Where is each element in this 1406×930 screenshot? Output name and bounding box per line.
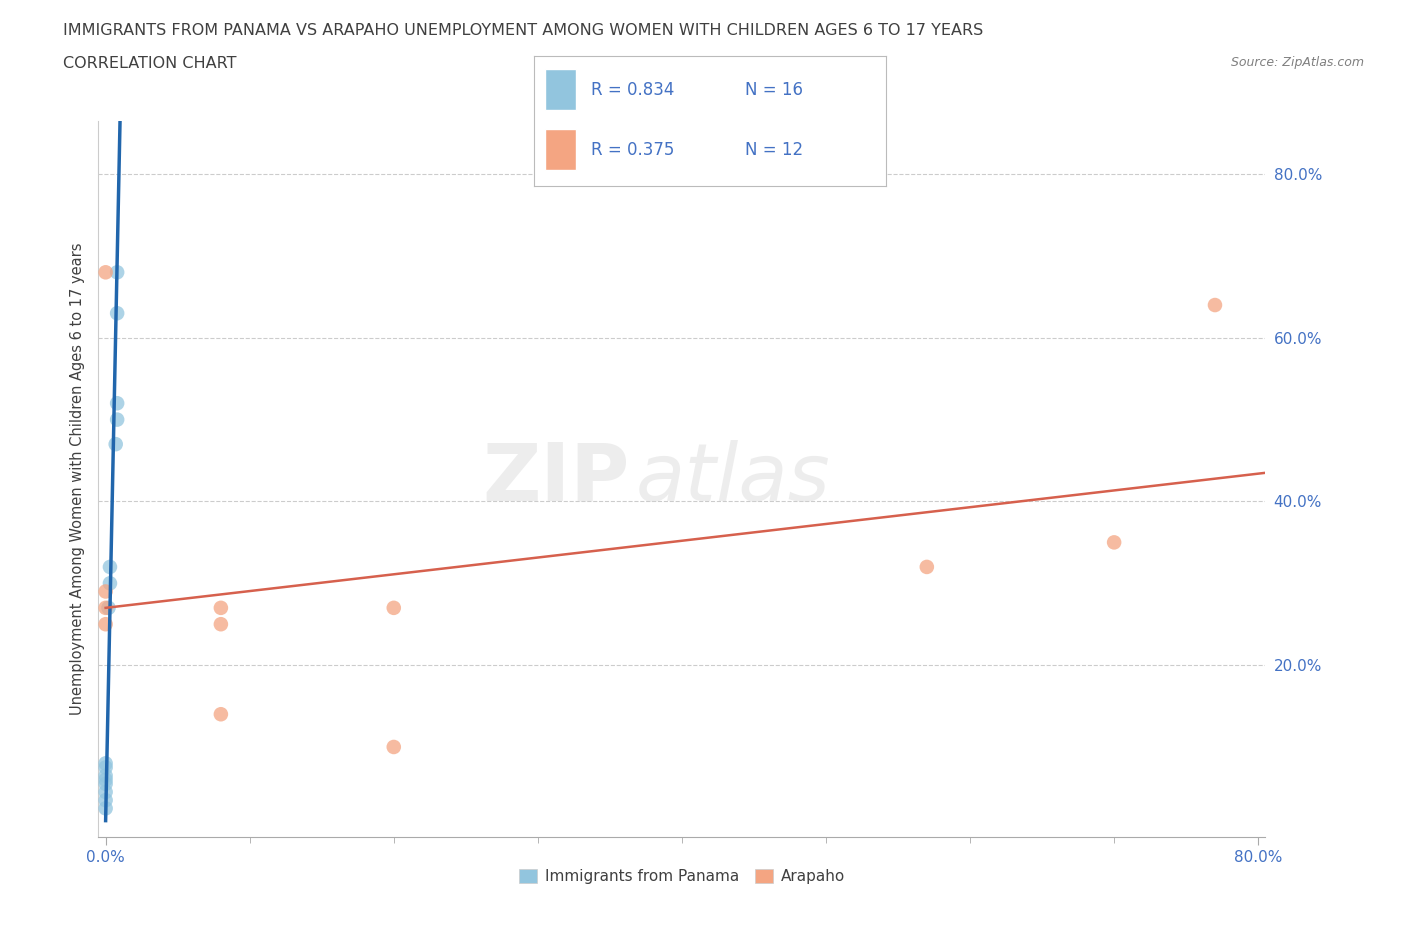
Text: ZIP: ZIP <box>482 440 630 518</box>
Point <box>209 707 232 722</box>
Point <box>94 777 117 791</box>
Text: atlas: atlas <box>636 440 830 518</box>
Text: R = 0.375: R = 0.375 <box>591 140 673 158</box>
Point <box>382 601 405 616</box>
Point <box>1204 298 1226 312</box>
Point <box>94 801 117 816</box>
Text: IMMIGRANTS FROM PANAMA VS ARAPAHO UNEMPLOYMENT AMONG WOMEN WITH CHILDREN AGES 6 : IMMIGRANTS FROM PANAMA VS ARAPAHO UNEMPL… <box>63 23 984 38</box>
Point <box>105 265 128 280</box>
Point <box>105 306 128 321</box>
Point <box>94 584 117 599</box>
Point <box>94 768 117 783</box>
Point <box>104 437 127 452</box>
Point <box>382 739 405 754</box>
Point <box>98 560 121 575</box>
Point <box>94 617 117 631</box>
Text: R = 0.834: R = 0.834 <box>591 81 673 99</box>
Point <box>105 412 128 427</box>
Point <box>915 560 938 575</box>
Text: CORRELATION CHART: CORRELATION CHART <box>63 56 236 71</box>
Point <box>94 265 117 280</box>
Point <box>1102 535 1125 550</box>
Legend: Immigrants from Panama, Arapaho: Immigrants from Panama, Arapaho <box>513 863 851 890</box>
Bar <box>544 69 576 111</box>
Point <box>94 760 117 775</box>
Point <box>94 792 117 807</box>
Text: N = 12: N = 12 <box>745 140 803 158</box>
Point <box>94 601 117 616</box>
Text: Source: ZipAtlas.com: Source: ZipAtlas.com <box>1230 56 1364 69</box>
Text: N = 16: N = 16 <box>745 81 803 99</box>
Point <box>209 601 232 616</box>
Point <box>94 785 117 800</box>
Point <box>94 756 117 771</box>
Point <box>105 396 128 411</box>
Point <box>98 576 121 591</box>
Bar <box>544 128 576 170</box>
Point <box>94 772 117 787</box>
Point <box>209 617 232 631</box>
Point <box>97 601 120 616</box>
Y-axis label: Unemployment Among Women with Children Ages 6 to 17 years: Unemployment Among Women with Children A… <box>69 243 84 715</box>
